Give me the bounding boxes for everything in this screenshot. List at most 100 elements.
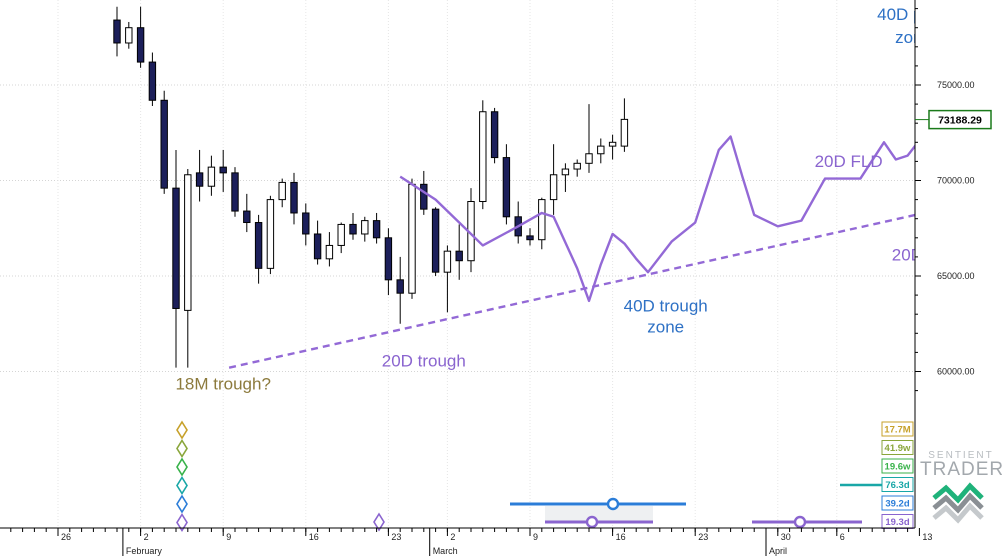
time-tick-label: 2 <box>450 532 455 542</box>
time-tick-label: 23 <box>698 532 708 542</box>
candle-body <box>490 111 499 159</box>
time-axis: 26 2 9 16 23 2 9 16 23 30 6 13 February March April <box>0 527 932 556</box>
candle-body <box>113 19 121 44</box>
logo-text-top: SENTIENT <box>928 450 994 461</box>
logo-mark-icon <box>932 482 984 524</box>
cycle-label-box <box>881 477 914 492</box>
time-tick-label: 30 <box>781 532 791 542</box>
time-tick-label: 26 <box>61 532 71 542</box>
month-label: March <box>433 546 458 556</box>
candle-body <box>396 279 404 294</box>
candle-body <box>620 118 629 147</box>
cycle-diamond-icon <box>176 512 188 533</box>
time-tick-label: 16 <box>616 532 626 542</box>
candle-body <box>372 220 381 239</box>
candle-body <box>266 199 275 269</box>
purple-cycle-marker-future-icon <box>793 515 807 529</box>
time-tick-label: 2 <box>144 532 149 542</box>
candle-body <box>278 181 286 201</box>
candle-body <box>608 141 617 147</box>
time-tick-label: 9 <box>226 532 231 542</box>
candle-body <box>526 235 534 241</box>
candle-body <box>243 210 251 224</box>
annotation-label: 40D trough <box>624 296 708 315</box>
candle-body <box>136 27 145 63</box>
candle-body <box>172 187 180 309</box>
candle-body <box>302 212 310 235</box>
candle-body <box>254 222 263 269</box>
candle-body <box>325 244 334 260</box>
price-tick-label: 75000.00 <box>937 80 975 90</box>
time-tick-label: 6 <box>840 532 845 542</box>
time-tick-label: 16 <box>309 532 319 542</box>
candle-body <box>313 233 322 260</box>
candle-body <box>349 223 357 235</box>
logo-text-bottom: TRADER <box>920 459 1002 480</box>
price-axis-bg <box>915 0 1002 528</box>
candle-body <box>479 111 487 203</box>
time-tick-label: 23 <box>391 532 401 542</box>
price-tick-label: 70000.00 <box>937 176 975 186</box>
candle-body <box>502 157 511 218</box>
cycle-label-box <box>881 440 914 455</box>
cycle-label: 41.9w <box>885 443 911 454</box>
candle-body <box>408 183 416 294</box>
time-tick-label: 13 <box>922 532 932 542</box>
candle-body <box>443 250 452 273</box>
annotation-label: 18M trough? <box>175 375 270 394</box>
cycle-label: 19.6w <box>885 462 911 473</box>
candle-body <box>585 153 593 164</box>
vtl-line <box>228 198 985 369</box>
candle-body <box>195 172 204 187</box>
cycle-diamond-icon <box>176 438 188 459</box>
candle-body <box>219 166 227 174</box>
annotation-label: zone <box>647 317 684 336</box>
sentient-trader-logo: SENTIENT TRADER <box>920 450 1002 530</box>
last-price-box <box>928 109 992 130</box>
cycle-label-box <box>881 495 914 511</box>
cycle-label: 76.3d <box>885 480 909 491</box>
purple-cycle-marker-icon <box>585 515 599 529</box>
price-tick-label: 60000.00 <box>937 367 975 377</box>
candle-body <box>420 183 428 210</box>
cycle-diamond-icon <box>176 420 188 440</box>
candle-body <box>573 162 581 170</box>
candles <box>113 6 629 368</box>
candle-body <box>361 220 369 235</box>
month-label: April <box>769 546 787 556</box>
cycle-panel: 17.7M 41.9w 19.6w 76.3d 39.2d 19.3d <box>176 420 914 533</box>
annotation-label: 20D trough <box>382 352 466 371</box>
cycle-lines <box>228 124 985 369</box>
annotation-label: 20D FLD <box>815 152 883 171</box>
blue-cycle-marker-icon <box>606 497 620 511</box>
candle-body <box>125 27 133 44</box>
fld-line <box>399 124 933 303</box>
candle-body <box>337 223 345 246</box>
cycle-diamond-icon <box>176 457 188 477</box>
candle-body <box>597 145 605 155</box>
candle-body <box>384 237 393 281</box>
candle-body <box>231 172 239 212</box>
cycle-label: 19.3d <box>885 517 909 528</box>
candle-body <box>561 168 570 176</box>
trough-zone-box <box>545 506 653 522</box>
candle-body <box>538 199 546 241</box>
last-price-label: 73188.29 <box>938 115 982 127</box>
candle-body <box>184 174 192 311</box>
cycle-diamond-icon <box>176 475 188 496</box>
candle-body <box>455 250 463 262</box>
cycle-diamond-icon <box>373 512 385 532</box>
time-tick-label: 9 <box>533 532 538 542</box>
price-axis: 75000.00 70000.00 65000.00 60000.00 73188.29 <box>914 0 1002 528</box>
candle-body <box>431 208 440 273</box>
cycle-label: 39.2d <box>885 499 909 510</box>
price-tick-label: 65000.00 <box>937 271 975 281</box>
month-label: February <box>126 546 163 556</box>
candle-body <box>207 166 216 187</box>
candle-body <box>148 61 157 101</box>
cycle-label-box <box>881 421 914 437</box>
cycle-label-box <box>881 458 914 474</box>
cycle-diamond-icon <box>176 494 188 514</box>
candle-body <box>160 99 168 189</box>
